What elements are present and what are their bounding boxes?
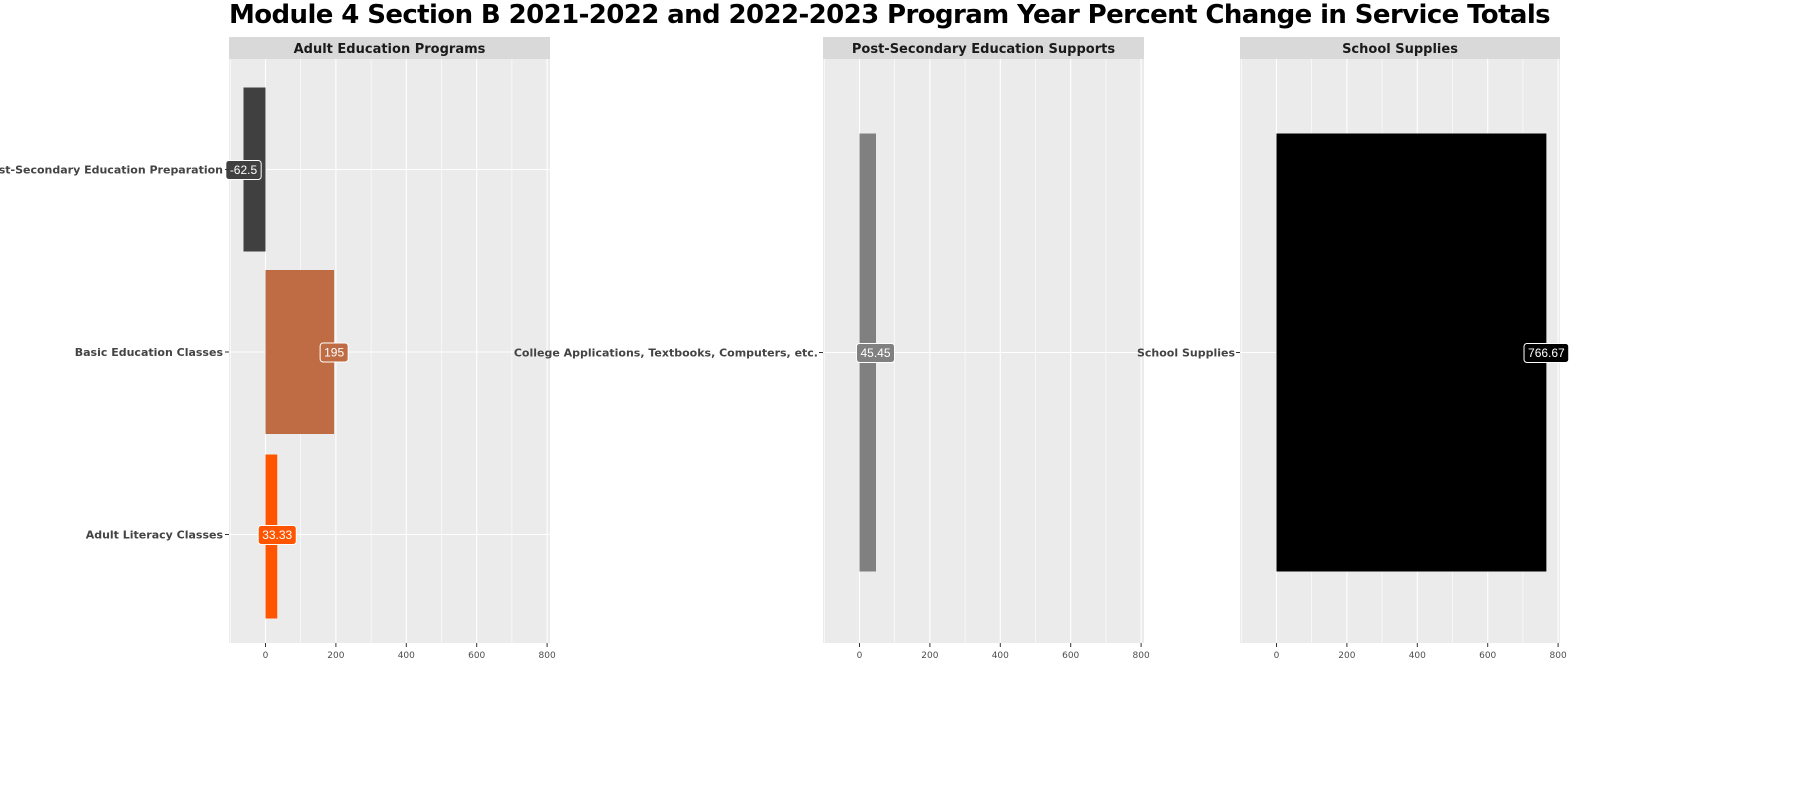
chart-title: Module 4 Section B 2021-2022 and 2022-20… bbox=[229, 0, 1551, 30]
x-tick-label: 200 bbox=[921, 651, 938, 661]
x-tick-label: 400 bbox=[992, 651, 1009, 661]
data-label: 195 bbox=[319, 342, 349, 363]
category-label: Post-Secondary Education Preparation bbox=[0, 164, 223, 177]
x-tick-label: 800 bbox=[539, 651, 556, 661]
data-label-text: 195 bbox=[324, 346, 344, 360]
x-tick-label: 800 bbox=[1133, 651, 1150, 661]
category-label: Basic Education Classes bbox=[75, 346, 224, 359]
facet-strip bbox=[229, 37, 550, 59]
data-label-text: 33.33 bbox=[262, 528, 292, 542]
data-label: -62.5 bbox=[225, 160, 262, 180]
facet-strip-label: Post-Secondary Education Supports bbox=[852, 42, 1115, 57]
x-tick-label: 0 bbox=[1274, 651, 1280, 661]
x-tick-label: 0 bbox=[263, 651, 269, 661]
x-tick-label: 400 bbox=[398, 651, 415, 661]
x-tick-label: 600 bbox=[1479, 651, 1496, 661]
facet-strip-label: School Supplies bbox=[1342, 42, 1458, 57]
data-label: 45.45 bbox=[855, 343, 896, 363]
x-tick-label: 800 bbox=[1550, 651, 1567, 661]
x-tick-label: 200 bbox=[1338, 651, 1355, 661]
data-label-box bbox=[319, 342, 349, 363]
x-tick-label: 600 bbox=[468, 651, 485, 661]
facet-strip bbox=[1240, 37, 1560, 59]
facet-panel-2: Post-Secondary Education Supports 45.45 Co… bbox=[514, 37, 1150, 661]
x-tick-label: 600 bbox=[1062, 651, 1079, 661]
data-label: 33.33 bbox=[257, 525, 297, 545]
data-label-text: -62.5 bbox=[230, 163, 258, 177]
category-label: School Supplies bbox=[1137, 347, 1235, 360]
facet-strip bbox=[823, 37, 1144, 59]
facet-strip-label: Adult Education Programs bbox=[294, 42, 486, 57]
bar bbox=[1276, 133, 1547, 572]
data-label-box bbox=[855, 343, 896, 363]
data-label-box bbox=[257, 525, 297, 545]
data-label-text: 766.67 bbox=[1528, 346, 1565, 360]
x-tick-label: 0 bbox=[857, 651, 863, 661]
facet-panel-1: Adult Education Programs -62.5 195 33.33 Pos… bbox=[0, 37, 556, 661]
data-label-text: 45.45 bbox=[860, 346, 890, 360]
data-label: 766.67 bbox=[1523, 343, 1570, 363]
category-label: College Applications, Textbooks, Compute… bbox=[514, 347, 818, 360]
x-tick-label: 200 bbox=[327, 651, 344, 661]
data-label-box bbox=[1523, 343, 1570, 363]
category-label: Adult Literacy Classes bbox=[86, 529, 224, 542]
x-tick-label: 400 bbox=[1409, 651, 1426, 661]
facet-panel-3: School Supplies 766.67 School Supplies 0 200… bbox=[1137, 37, 1570, 661]
